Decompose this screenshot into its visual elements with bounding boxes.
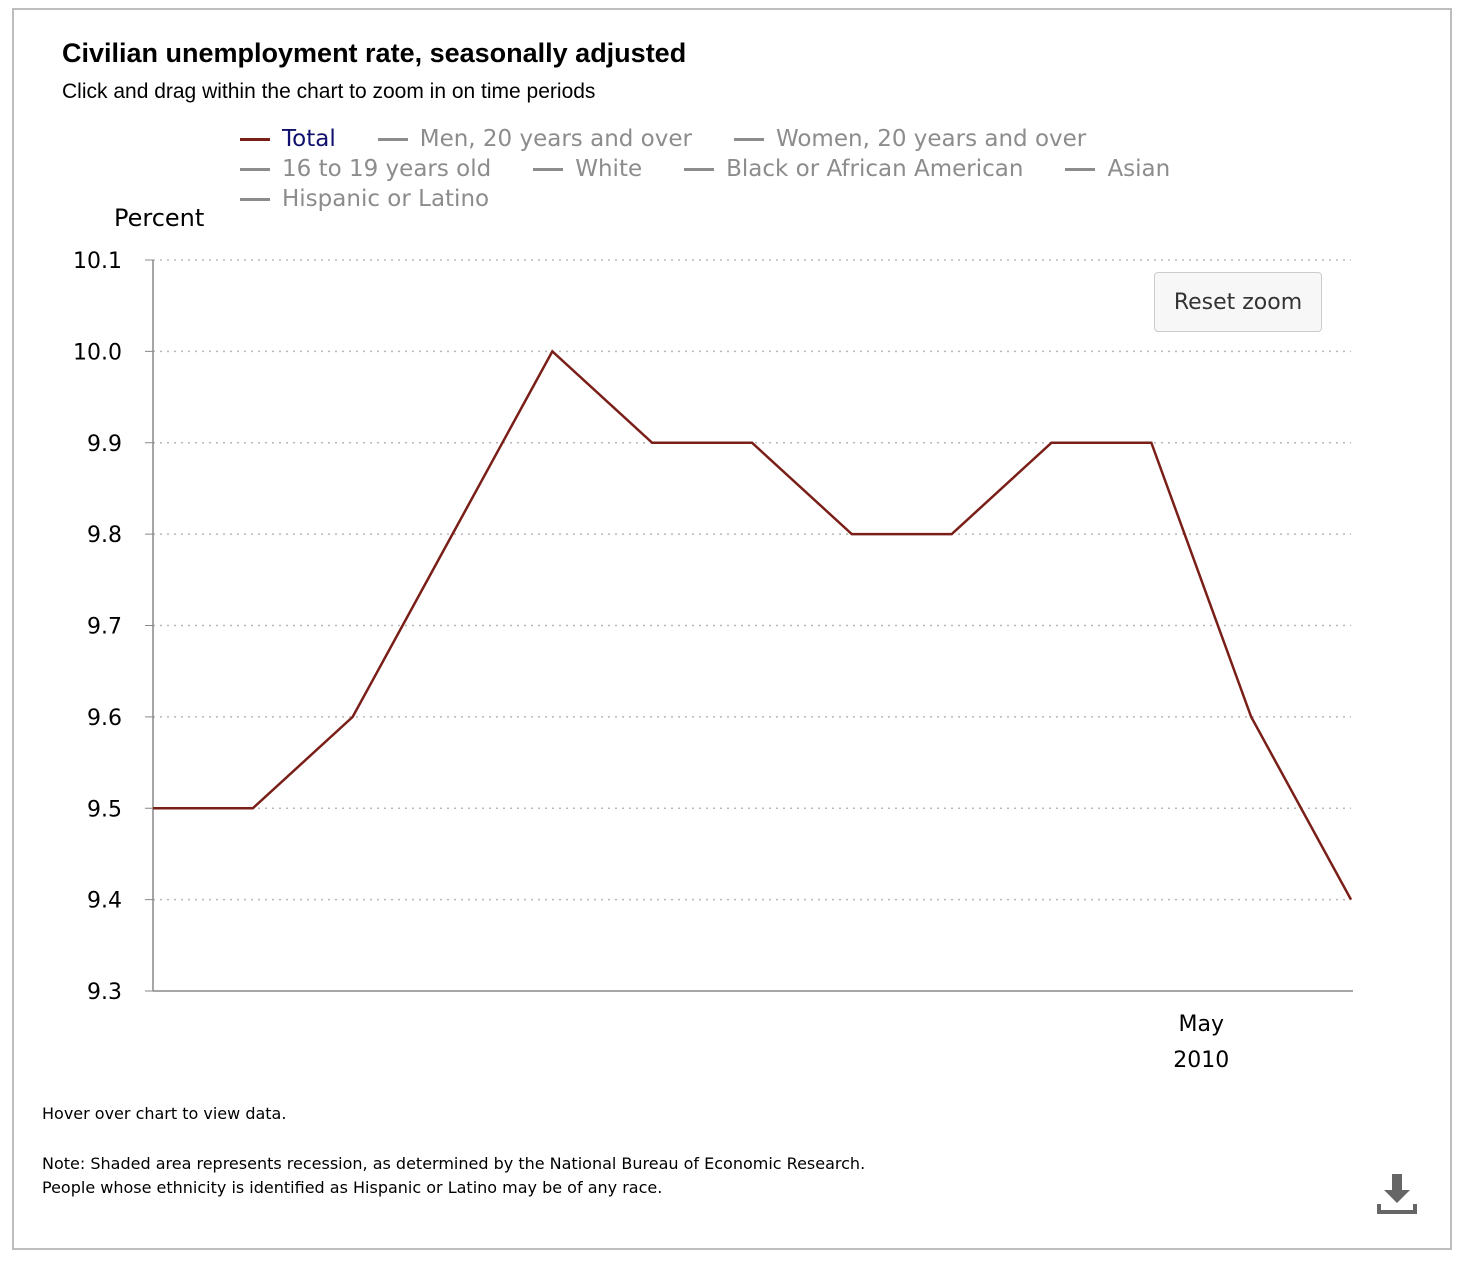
- legend-swatch: [1065, 167, 1096, 171]
- chart-title: Civilian unemployment rate, seasonally a…: [62, 38, 687, 68]
- legend-label: 16 to 19 years old: [282, 156, 492, 182]
- legend-swatch: [240, 137, 270, 141]
- y-tick-label: 9.7: [87, 615, 122, 640]
- legend-swatch: [377, 137, 408, 141]
- legend-swatch: [533, 167, 564, 171]
- legend-swatch: [684, 167, 715, 171]
- legend-item[interactable]: 16 to 19 years old: [240, 154, 491, 184]
- y-tick-label: 10.0: [73, 340, 122, 365]
- download-icon[interactable]: [1374, 1170, 1420, 1216]
- recession-note: Note: Shaded area represents recession, …: [42, 1152, 865, 1200]
- series-line-total: [153, 349, 1353, 901]
- legend-item[interactable]: Women, 20 years and over: [733, 124, 1087, 154]
- y-axis-label: Percent: [114, 204, 205, 232]
- legend-row: Total Men, 20 years and over Women, 20 yea…: [240, 124, 1240, 154]
- legend-label: Total: [282, 126, 336, 152]
- note-line-2: People whose ethnicity is identified as …: [42, 1178, 663, 1197]
- y-tick-label: 9.3: [87, 980, 122, 1005]
- x-tick-label-year: 2010: [1173, 1048, 1229, 1073]
- legend-item[interactable]: Asian: [1065, 154, 1170, 184]
- x-tick-label-month: May: [1179, 1012, 1224, 1037]
- legend-item[interactable]: Hispanic or Latino: [240, 184, 489, 214]
- legend-swatch: [733, 137, 764, 141]
- legend-label: Women, 20 years and over: [775, 126, 1087, 152]
- y-tick-label: 9.6: [87, 706, 122, 731]
- y-tick-label: 9.9: [87, 432, 122, 457]
- y-tick-label: 9.5: [87, 797, 122, 822]
- legend-item[interactable]: Black or African American: [684, 154, 1023, 184]
- chart-subtitle: Click and drag within the chart to zoom …: [62, 80, 596, 103]
- legend-label: White: [575, 156, 643, 182]
- legend-swatch: [240, 167, 270, 171]
- legend-label: Men, 20 years and over: [419, 126, 692, 152]
- legend-item[interactable]: Men, 20 years and over: [377, 124, 692, 154]
- legend-label: Black or African American: [726, 156, 1024, 182]
- y-tick-label: 9.8: [87, 523, 122, 548]
- y-tick-label: 10.1: [73, 249, 122, 274]
- reset-zoom-button[interactable]: Reset zoom: [1154, 272, 1322, 332]
- legend-row: 16 to 19 years old White Black or African …: [240, 154, 1240, 184]
- legend-row: Hispanic or Latino: [240, 184, 1240, 214]
- legend-item[interactable]: White: [533, 154, 642, 184]
- legend: Total Men, 20 years and over Women, 20 yea…: [240, 124, 1240, 214]
- legend-item[interactable]: Total: [240, 124, 336, 154]
- legend-label: Hispanic or Latino: [282, 186, 490, 212]
- note-line-1: Note: Shaded area represents recession, …: [42, 1154, 866, 1173]
- chart-frame: [12, 8, 1452, 1250]
- legend-swatch: [240, 197, 270, 201]
- hover-note: Hover over chart to view data.: [42, 1104, 287, 1123]
- legend-label: Asian: [1107, 156, 1171, 182]
- y-tick-label: 9.4: [87, 889, 122, 914]
